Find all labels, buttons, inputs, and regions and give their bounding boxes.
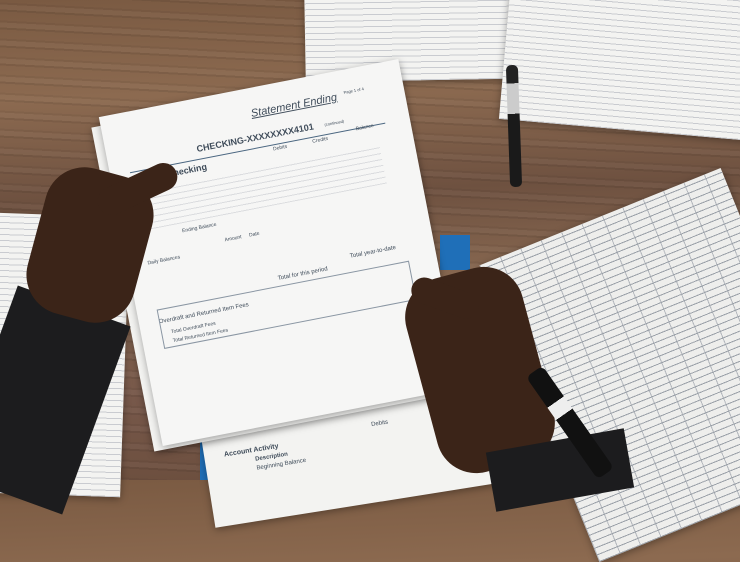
continued-label: (continued) (323, 118, 345, 128)
amount-header: Amount (224, 234, 243, 244)
bank-statement: Statement Ending Page 1 of 4 CHECKING-XX… (98, 58, 463, 447)
blue-folder (440, 235, 470, 270)
debits-label: Debits (370, 419, 389, 429)
page-number: Page 1 of 4 (343, 86, 365, 95)
statement-heading: Statement Ending (249, 91, 339, 120)
total-ytd-header: Total year-to-date (349, 244, 397, 260)
ending-balance-label: Ending Balance (181, 221, 218, 235)
debits-header: Debits (272, 143, 288, 153)
date-header: Date (248, 230, 261, 239)
account-number: CHECKING-XXXXXXXX4101 (195, 121, 315, 154)
daily-balances-label: Daily Balances (147, 254, 181, 267)
top-right-document (498, 0, 740, 141)
balance-header: Balance (355, 122, 375, 133)
